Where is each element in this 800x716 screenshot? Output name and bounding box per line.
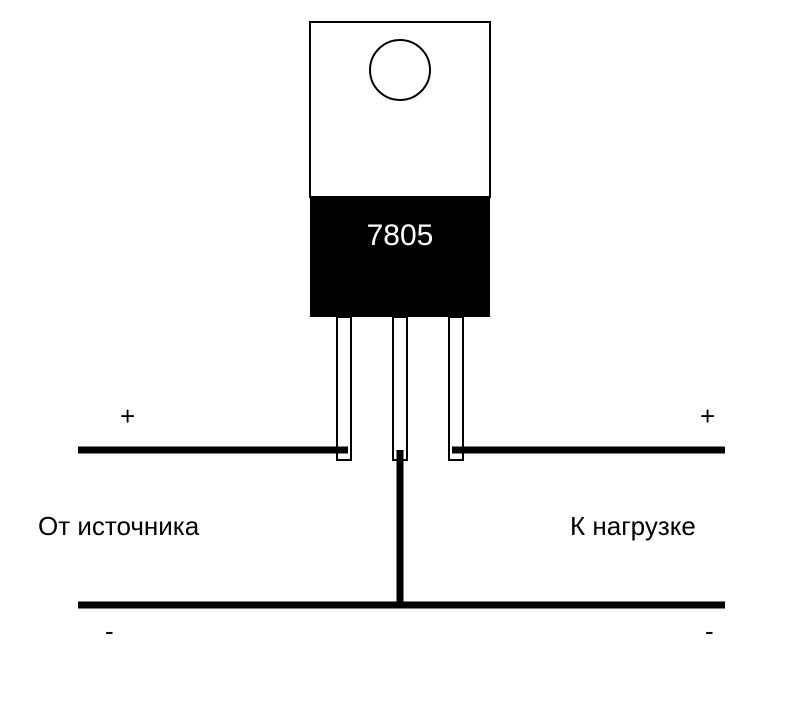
label-source: От источника [38,511,200,541]
regulator-hole [370,40,430,100]
label-minus-right: - [705,616,714,646]
label-minus-left: - [105,616,114,646]
label-plus-left: + [120,401,135,431]
pin-input [337,317,351,460]
label-load: К нагрузке [570,511,696,541]
pin-output [449,317,463,460]
pin-ground [393,317,407,460]
label-plus-right: + [700,401,715,431]
regulator-body [310,197,490,317]
regulator-label: 7805 [367,219,434,252]
